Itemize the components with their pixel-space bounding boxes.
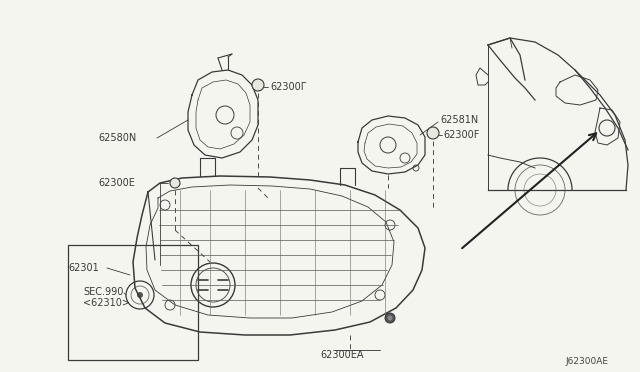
Text: 62580N: 62580N [98, 133, 136, 143]
Text: 62581N: 62581N [440, 115, 478, 125]
Text: 62300F: 62300F [443, 130, 479, 140]
Circle shape [137, 292, 143, 298]
Text: 62301: 62301 [68, 263, 99, 273]
Text: 62300E: 62300E [98, 178, 135, 188]
Text: SEC.990: SEC.990 [83, 287, 124, 297]
Circle shape [170, 178, 180, 188]
Circle shape [387, 315, 392, 321]
Circle shape [252, 79, 264, 91]
Text: J62300AE: J62300AE [565, 357, 608, 366]
Text: 62300Γ: 62300Γ [270, 82, 307, 92]
Text: <62310>: <62310> [83, 298, 130, 308]
Text: 62300EA: 62300EA [320, 350, 364, 360]
Circle shape [427, 127, 439, 139]
Bar [68, 245, 198, 360]
Circle shape [385, 313, 395, 323]
